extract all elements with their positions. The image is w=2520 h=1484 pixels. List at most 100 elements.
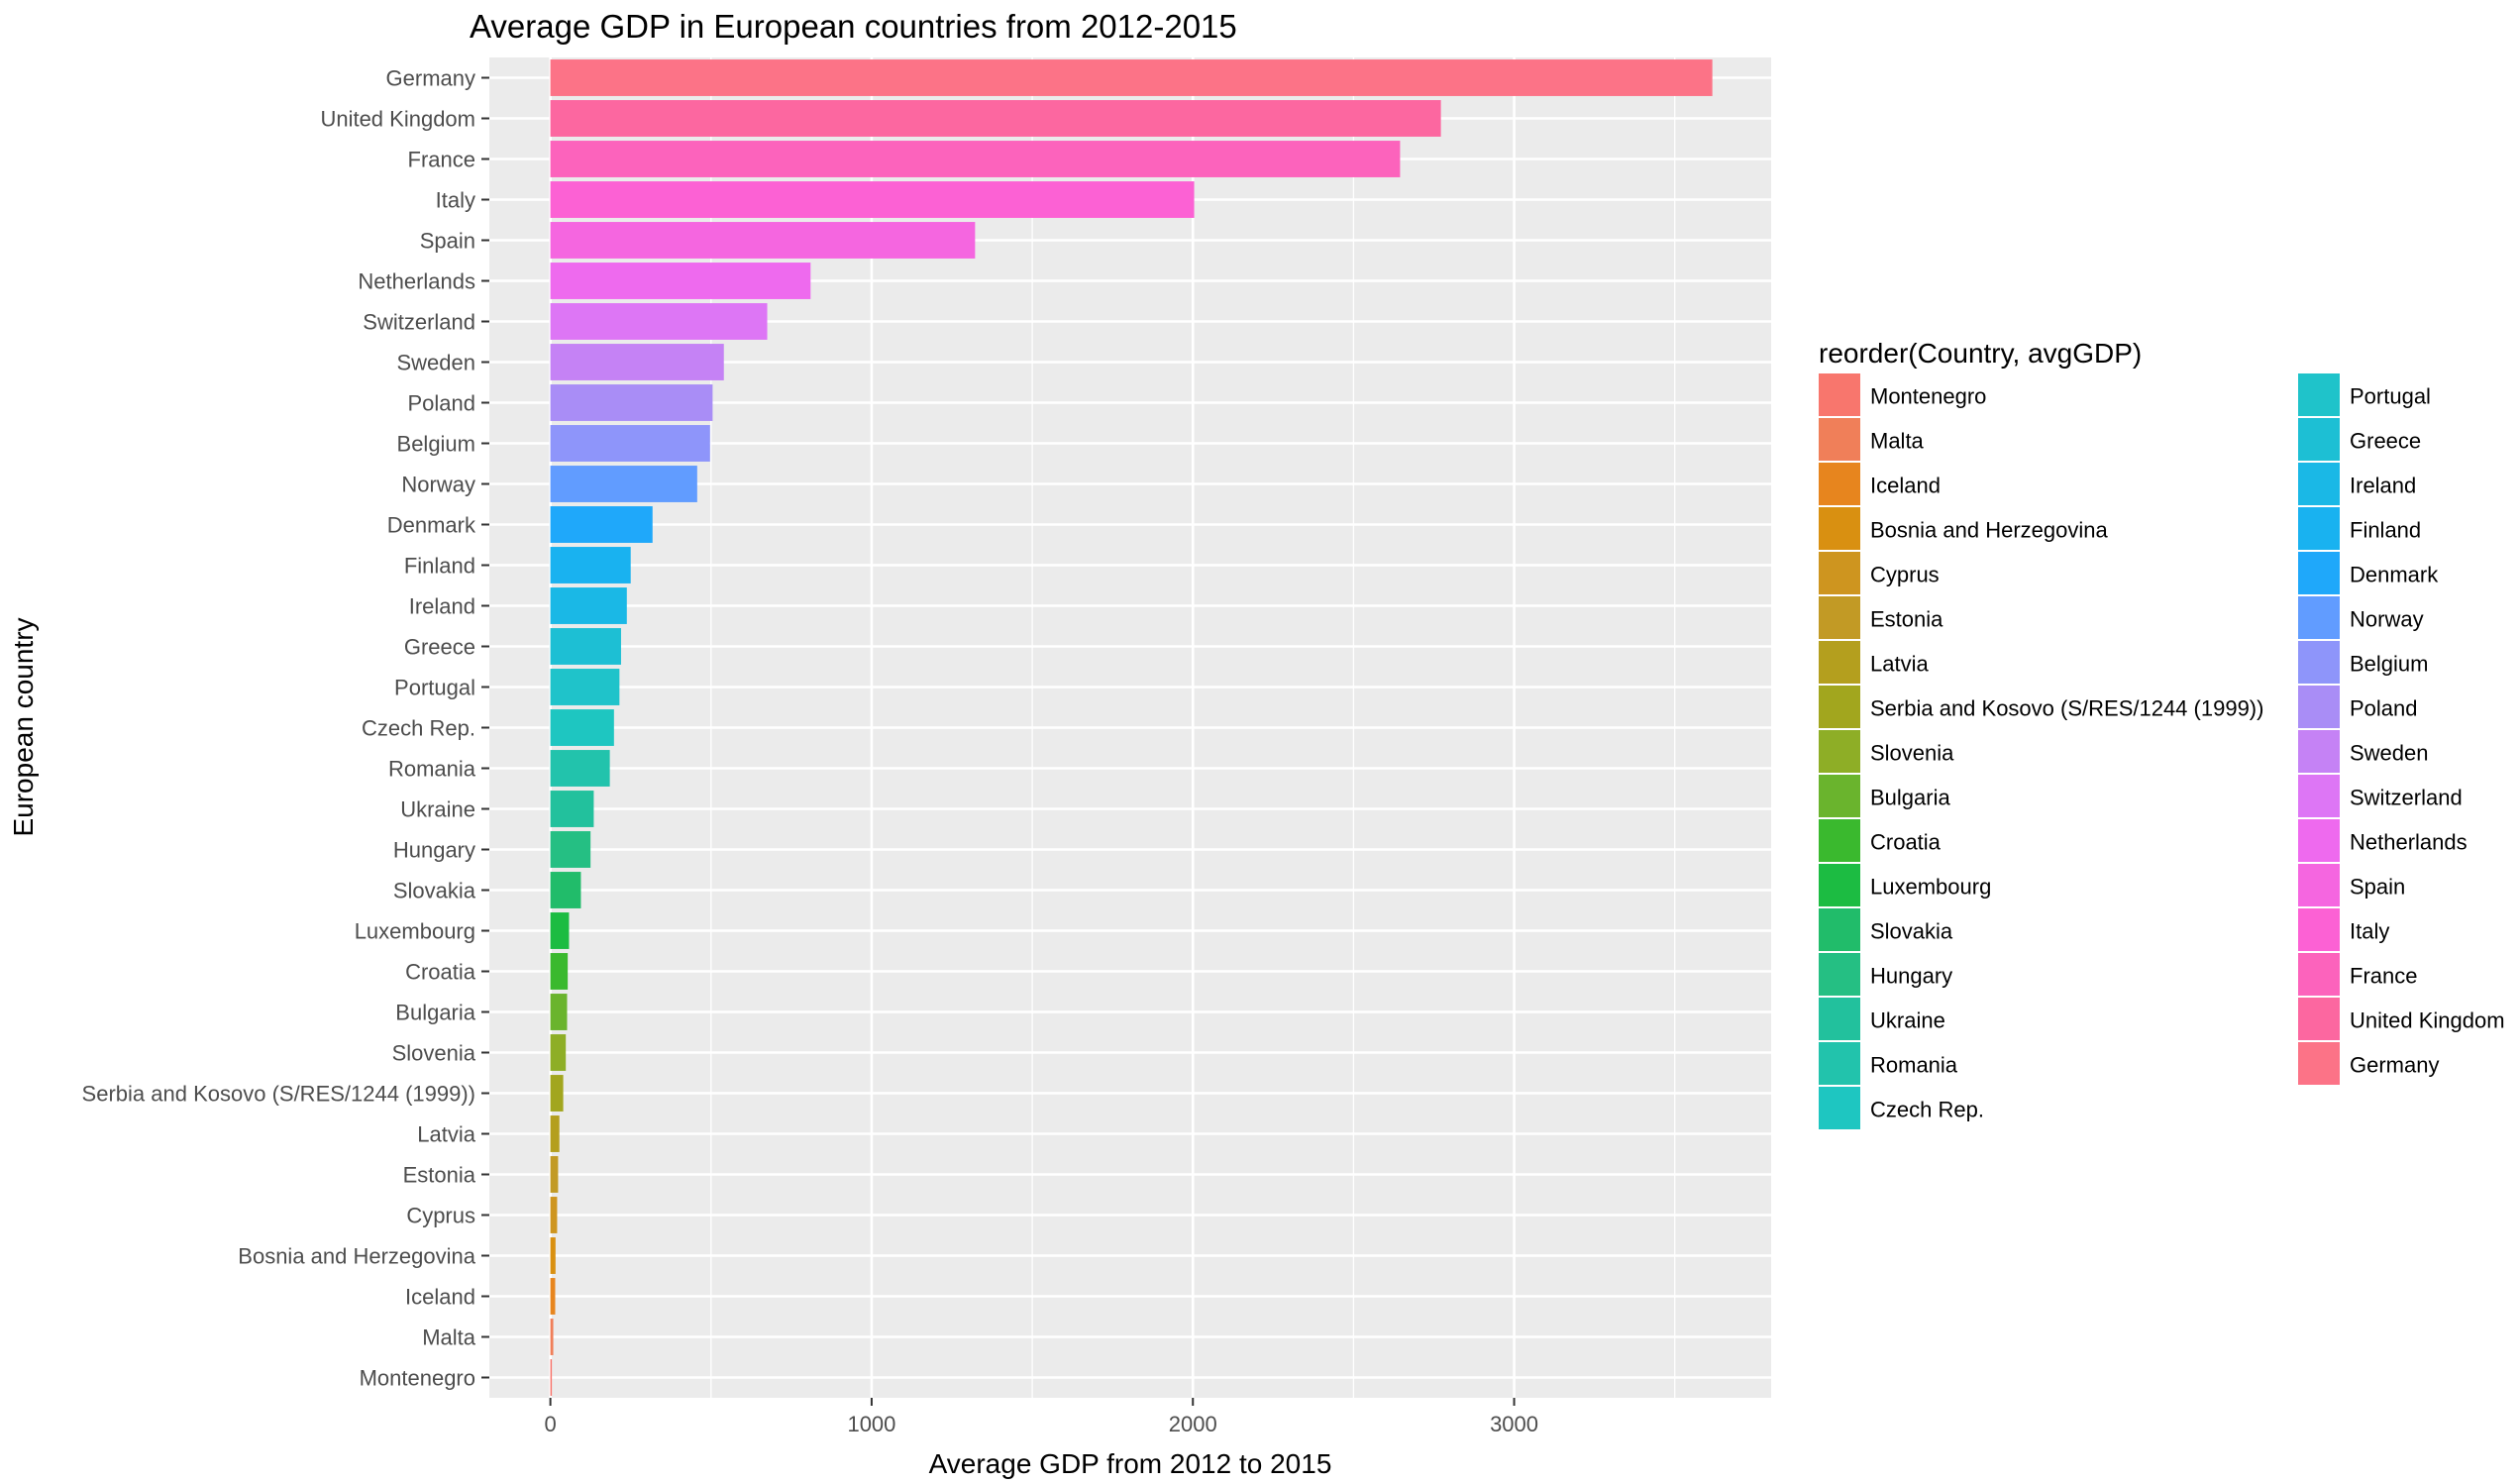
bar [550, 466, 697, 502]
legend-key [1819, 552, 1860, 594]
bar [550, 587, 627, 624]
legend-keys: Montenegro Malta Iceland Bosnia and Herzego… [1819, 373, 2505, 1129]
y-tick-label: France [408, 148, 475, 172]
bar [550, 669, 620, 705]
legend-key [2298, 775, 2340, 817]
legend-key [1819, 418, 1860, 461]
y-tick-label: Norway [401, 473, 475, 497]
y-tick-label: Belgium [397, 432, 475, 457]
legend-label: Iceland [1870, 474, 1941, 498]
legend-key [2298, 641, 2340, 684]
legend-label: Czech Rep. [1870, 1098, 1984, 1122]
legend-label: Romania [1870, 1053, 1958, 1078]
legend-key [1819, 463, 1860, 505]
bar [550, 750, 610, 787]
legend-label: Portugal [2350, 384, 2431, 409]
bar [550, 709, 614, 746]
bar [550, 1034, 567, 1071]
legend-label: Malta [1870, 429, 1925, 454]
y-tick-label: Ireland [409, 594, 475, 619]
bar [550, 425, 710, 462]
legend-label: United Kingdom [2350, 1008, 2505, 1033]
y-tick-label: Czech Rep. [362, 716, 475, 741]
legend-key [1819, 730, 1860, 773]
y-tick-label: Greece [404, 635, 475, 660]
legend-key [2298, 819, 2340, 862]
legend-key [2298, 552, 2340, 594]
legend-key [1819, 373, 1860, 416]
legend-key [2298, 373, 2340, 416]
legend-label: Bulgaria [1870, 786, 1950, 810]
y-tick-label: Spain [420, 229, 475, 254]
x-axis-title: Average GDP from 2012 to 2015 [929, 1448, 1332, 1479]
legend-key [1819, 864, 1860, 906]
bar [550, 1237, 556, 1274]
y-tick-label: Germany [386, 66, 475, 91]
legend-key [1819, 908, 1860, 951]
chart-title: Average GDP in European countries from 2… [470, 8, 1237, 45]
legend-key [1819, 1042, 1860, 1085]
bar [550, 872, 581, 908]
legend-key [1819, 998, 1860, 1040]
y-tick-label: Malta [422, 1325, 476, 1350]
bar [550, 547, 631, 583]
y-tick-label: Portugal [394, 676, 475, 700]
x-tick-label: 2000 [1169, 1412, 1217, 1436]
y-tick-label: Bulgaria [395, 1001, 475, 1025]
legend-key [1819, 1087, 1860, 1129]
legend-key [2298, 507, 2340, 550]
legend-key [1819, 775, 1860, 817]
legend: reorder(Country, avgGDP) Montenegro Malta… [1819, 338, 2505, 1129]
legend-key [2298, 1042, 2340, 1085]
bar [550, 791, 594, 827]
y-tick-label: Croatia [405, 960, 476, 985]
legend-label: Netherlands [2350, 830, 2468, 855]
bar [550, 1197, 558, 1233]
y-tick-label: Poland [407, 391, 475, 416]
y-tick-label: Italy [436, 188, 475, 213]
legend-label: Germany [2350, 1053, 2439, 1078]
legend-key [1819, 641, 1860, 684]
legend-key [1819, 819, 1860, 862]
legend-key [1819, 507, 1860, 550]
bar [550, 1115, 560, 1152]
y-tick-label: Montenegro [360, 1366, 475, 1391]
legend-key [2298, 596, 2340, 639]
bar [550, 344, 724, 380]
legend-key [2298, 730, 2340, 773]
y-tick-label: Switzerland [363, 310, 475, 335]
legend-label: Croatia [1870, 830, 1942, 855]
legend-key [1819, 953, 1860, 996]
bar [550, 181, 1195, 218]
legend-label: Cyprus [1870, 563, 1940, 587]
legend-label: Serbia and Kosovo (S/RES/1244 (1999)) [1870, 696, 2263, 721]
bar [550, 100, 1441, 137]
y-axis-title: European country [8, 617, 39, 836]
bar [550, 1278, 556, 1315]
bar [550, 1359, 553, 1396]
legend-label: Bosnia and Herzegovina [1870, 518, 2108, 543]
legend-label: Estonia [1870, 607, 1943, 632]
y-tick-label: Luxembourg [355, 919, 475, 944]
y-tick-label: Hungary [393, 838, 475, 863]
bar [550, 141, 1401, 177]
y-tick-label: Romania [388, 757, 476, 782]
y-tick-label: Latvia [417, 1122, 475, 1147]
bar [550, 912, 570, 949]
legend-label: Ukraine [1870, 1008, 1945, 1033]
y-tick-label: Ukraine [400, 797, 475, 822]
legend-label: Ireland [2350, 474, 2416, 498]
legend-label: Hungary [1870, 964, 1952, 989]
bar [550, 1319, 554, 1355]
legend-label: Denmark [2350, 563, 2439, 587]
y-tick-label: United Kingdom [320, 107, 475, 132]
legend-label: Luxembourg [1870, 875, 1991, 900]
legend-label: Spain [2350, 875, 2405, 900]
bar [550, 628, 621, 665]
legend-key [2298, 908, 2340, 951]
bars [550, 59, 1713, 1396]
bar [550, 831, 591, 868]
legend-label: Finland [2350, 518, 2421, 543]
y-tick-label: Bosnia and Herzegovina [238, 1244, 475, 1269]
